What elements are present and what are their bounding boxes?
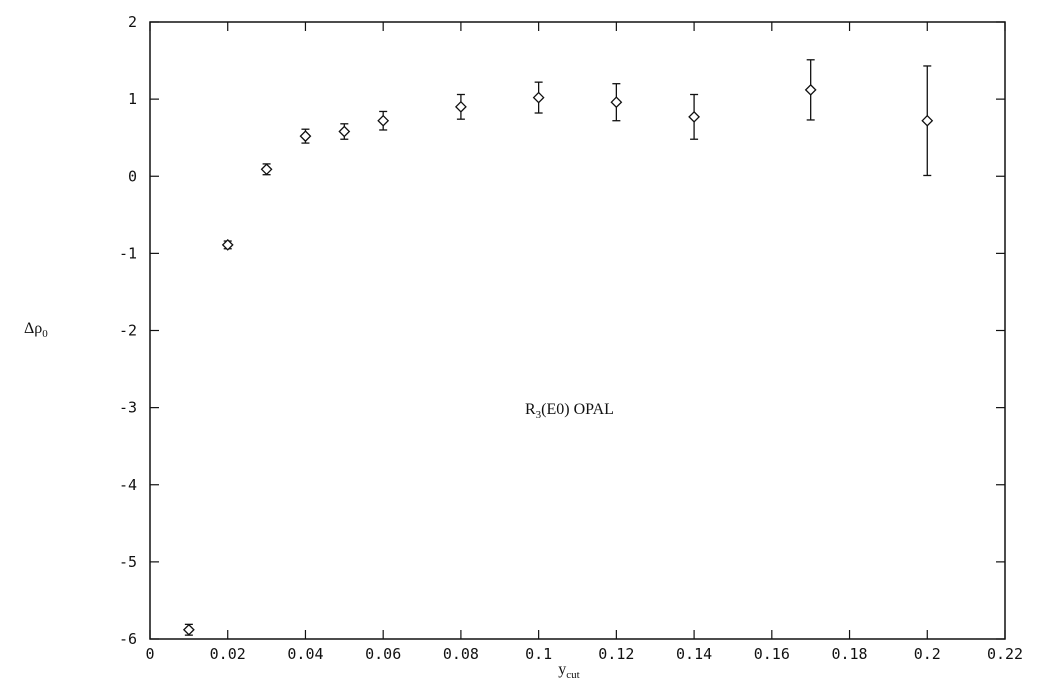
x-tick-label: 0.06 [365,645,401,663]
data-point [338,123,351,140]
y-tick-label: 1 [128,90,137,108]
x-tick-label: 0.14 [676,645,712,663]
diamond-marker [688,110,701,123]
data-point [532,81,545,114]
x-tick-label: 0.16 [754,645,790,663]
x-tick-label: 0.1 [525,645,552,663]
annotation-subscript: 3 [536,409,542,421]
y-tick-label: 2 [128,13,137,31]
x-axis-label-main: y [558,661,566,678]
x-tick-label: 0.22 [987,645,1023,663]
diamond-marker [260,163,273,176]
diamond-marker [182,623,195,636]
diamond-marker [221,238,234,251]
data-point [454,93,467,120]
data-point [377,110,390,131]
annotation-rest: (E0) OPAL [541,401,614,418]
x-axis-label: ycut [558,661,579,681]
diamond-marker [532,91,545,104]
diamond-marker [804,83,817,96]
axis-ticks [149,21,1006,640]
diamond-marker [610,96,623,109]
y-tick-label: -4 [119,476,137,494]
plot-frame [149,21,1006,640]
data-point [182,623,195,636]
axis-tick-labels: 0 0.02 0.04 0.06 0.08 0.1 0.12 0.14 0.16 0.18 0.2 0… [119,13,1023,663]
data-point [804,59,817,121]
data-points [182,59,934,636]
y-tick-label: 0 [128,167,137,185]
x-tick-label: 0.02 [210,645,246,663]
diamond-marker [338,125,351,138]
y-tick-label: -3 [119,399,137,417]
y-axis-label: Δρ0 [24,320,48,340]
y-tick-label: -5 [119,553,137,571]
data-point [299,128,312,144]
diamond-marker [377,114,390,127]
x-tick-label: 0.12 [598,645,634,663]
x-tick-label: 0 [145,645,154,663]
annotation-main: R [525,401,536,418]
y-tick-label: -6 [119,630,137,648]
data-point [221,238,234,251]
y-axis-label-main: Δρ [24,320,42,337]
y-tick-label: -1 [119,244,137,262]
data-point [260,163,273,176]
data-point [921,65,934,177]
y-axis-label-subscript: 0 [42,328,48,340]
y-tick-label: -2 [119,322,137,340]
x-tick-label: 0.04 [287,645,323,663]
diamond-marker [299,130,312,143]
annotation-label: R3(E0) OPAL [525,401,614,421]
x-tick-label: 0.2 [914,645,941,663]
x-tick-label: 0.18 [831,645,867,663]
data-point [610,83,623,122]
data-point [688,93,701,140]
diamond-marker [454,100,467,113]
x-axis-label-subscript: cut [566,669,579,681]
x-tick-label: 0.08 [443,645,479,663]
diamond-marker [921,114,934,127]
